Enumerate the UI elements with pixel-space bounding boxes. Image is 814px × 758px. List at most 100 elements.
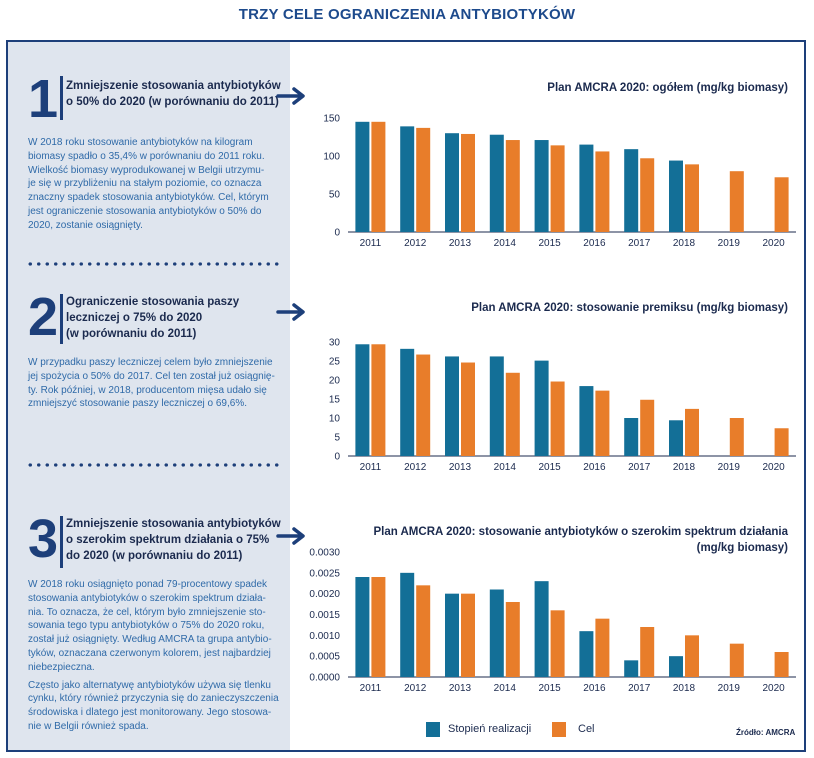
x-tick-label: 2017: [628, 462, 651, 473]
x-tick-label: 2019: [718, 238, 741, 249]
x-tick-label: 2013: [449, 238, 472, 249]
infographic-frame: [6, 40, 806, 752]
section-2-heading: Ograniczenie stosowania paszy leczniczej…: [66, 294, 286, 342]
bar-realized: [579, 144, 594, 232]
y-tick-label: 0.0020: [309, 589, 340, 600]
x-tick-label: 2020: [762, 462, 785, 473]
heading-line: Ograniczenie stosowania paszy: [66, 296, 240, 308]
body-line: nie w Belgii również spada.: [28, 720, 149, 732]
x-tick-label: 2015: [538, 238, 561, 249]
bar-realized: [400, 348, 415, 456]
bar-target: [461, 593, 475, 677]
bar-realized: [355, 344, 370, 456]
body-line: stosowania antybiotyków o szerokim spekt…: [28, 592, 266, 604]
x-tick-label: 2012: [404, 238, 427, 249]
source-note: Źródło: AMCRA: [736, 728, 796, 737]
chart-2-premiks: 0 5 10 15 20 25 30 2011 2012 2013 2014 2015 2016 2017…: [329, 338, 796, 473]
body-line: cynku, który również przyczynia się do z…: [28, 693, 279, 705]
bar-realized: [445, 133, 459, 232]
x-tick-label: 2012: [404, 683, 427, 694]
x-tick-label: 2020: [762, 238, 785, 249]
body-line: W przypadku paszy leczniczej celem było …: [28, 357, 273, 368]
bar-realized: [624, 660, 639, 677]
body-line: zmniejszyć stosowanie paszy leczniczej o…: [28, 398, 247, 410]
bar-target: [505, 372, 520, 456]
x-tick-label: 2012: [404, 462, 427, 473]
chart-title-line: (mg/kg biomasy): [696, 542, 788, 554]
body-line: jej spożycia o 50% do 2017. Cel ten zost…: [28, 370, 275, 382]
bar-target: [685, 408, 699, 456]
chart-3-szerokie-spektrum: 0.0000 0.0005 0.0010 0.0015 0.0020 0.0025 0.00…: [309, 548, 796, 694]
bar-target: [371, 344, 386, 456]
body-line: nia. To oznacza, że cel, którym było zmn…: [28, 606, 266, 618]
y-tick-label: 0.0010: [309, 631, 340, 642]
body-line: niebezpieczna.: [28, 661, 95, 673]
arrow-right-icon: [276, 527, 305, 545]
body-line: środowiska i dlatego jest monitorowany. …: [28, 707, 272, 719]
legend-swatch-target: [552, 722, 566, 737]
bar-target: [505, 602, 520, 677]
x-tick-label: 2016: [583, 462, 606, 473]
y-tick-label: 20: [329, 376, 341, 387]
x-tick-label: 2015: [538, 683, 561, 694]
section-3-rule: [60, 516, 63, 568]
y-tick-label: 0.0025: [309, 568, 340, 579]
chart-3-title: Plan AMCRA 2020: stosowanie antybiotyków…: [318, 524, 788, 556]
body-line: znaczny spadek stosowania antybiotyków. …: [28, 192, 269, 204]
y-tick-label: 100: [323, 152, 340, 163]
section-1-body: W 2018 roku stosowanie antybiotyków na k…: [28, 136, 278, 233]
bar-target: [729, 643, 744, 677]
bar-target: [416, 127, 431, 232]
section-1-rule: [60, 76, 63, 120]
sidebar-panel: [8, 42, 290, 750]
section-3-number: 3: [28, 509, 59, 569]
bar-target: [416, 585, 431, 677]
page-title: TRZY CELE OGRANICZENIA ANTYBIOTYKÓW: [238, 6, 576, 23]
y-tick-label: 0.0030: [309, 548, 340, 559]
bar-realized: [489, 134, 504, 232]
body-line: 2020, zostanie osiągnięty.: [28, 219, 143, 231]
bar-target: [640, 158, 655, 232]
section-3-body: W 2018 roku osiągnięto ponad 79-procento…: [28, 578, 280, 734]
legend-label-target: Cel: [578, 723, 595, 735]
body-line: Często jako alternatywę antybiotyków uży…: [28, 679, 271, 691]
y-tick-label: 25: [329, 357, 341, 368]
x-tick-label: 2019: [718, 462, 741, 473]
bar-realized: [400, 126, 415, 232]
y-tick-label: 30: [329, 338, 341, 349]
x-tick-label: 2013: [449, 462, 472, 473]
section-1-number: 1: [28, 69, 59, 129]
bar-target: [550, 381, 565, 456]
bar-target: [685, 635, 699, 677]
bar-realized: [669, 656, 683, 677]
bar-target: [461, 362, 475, 456]
chart-2-title: Plan AMCRA 2020: stosowanie premiksu (mg…: [328, 300, 788, 316]
x-tick-label: 2017: [628, 683, 651, 694]
y-tick-label: 5: [334, 433, 340, 444]
bar-target: [595, 618, 610, 677]
bar-realized: [445, 356, 459, 456]
bar-realized: [669, 160, 683, 232]
x-tick-label: 2019: [718, 683, 741, 694]
x-tick-label: 2016: [583, 683, 606, 694]
heading-line: do 2020 (w porównaniu do 2011): [66, 550, 243, 562]
y-tick-label: 150: [323, 114, 340, 125]
dotted-divider: [26, 463, 280, 467]
arrow-right-icon: [276, 303, 305, 321]
bar-realized: [579, 631, 594, 677]
chart-title-line: Plan AMCRA 2020: stosowanie premiksu (mg…: [471, 302, 788, 314]
bar-target: [774, 428, 789, 456]
x-tick-label: 2020: [762, 683, 785, 694]
bar-target: [595, 390, 610, 456]
body-line: jest ograniczenie stosowania antybiotykó…: [28, 205, 262, 217]
legend-swatch-realized: [426, 722, 440, 737]
heading-line: Zmniejszenie stosowania antybiotyków: [66, 518, 281, 530]
x-tick-label: 2014: [494, 462, 517, 473]
body-line: sowania tego typu antybiotyków o 75% do …: [28, 620, 265, 632]
bar-target: [640, 399, 655, 456]
bar-realized: [400, 572, 415, 677]
x-tick-label: 2015: [538, 462, 561, 473]
bar-realized: [669, 420, 683, 456]
bar-target: [416, 354, 431, 456]
bar-target: [774, 177, 789, 232]
